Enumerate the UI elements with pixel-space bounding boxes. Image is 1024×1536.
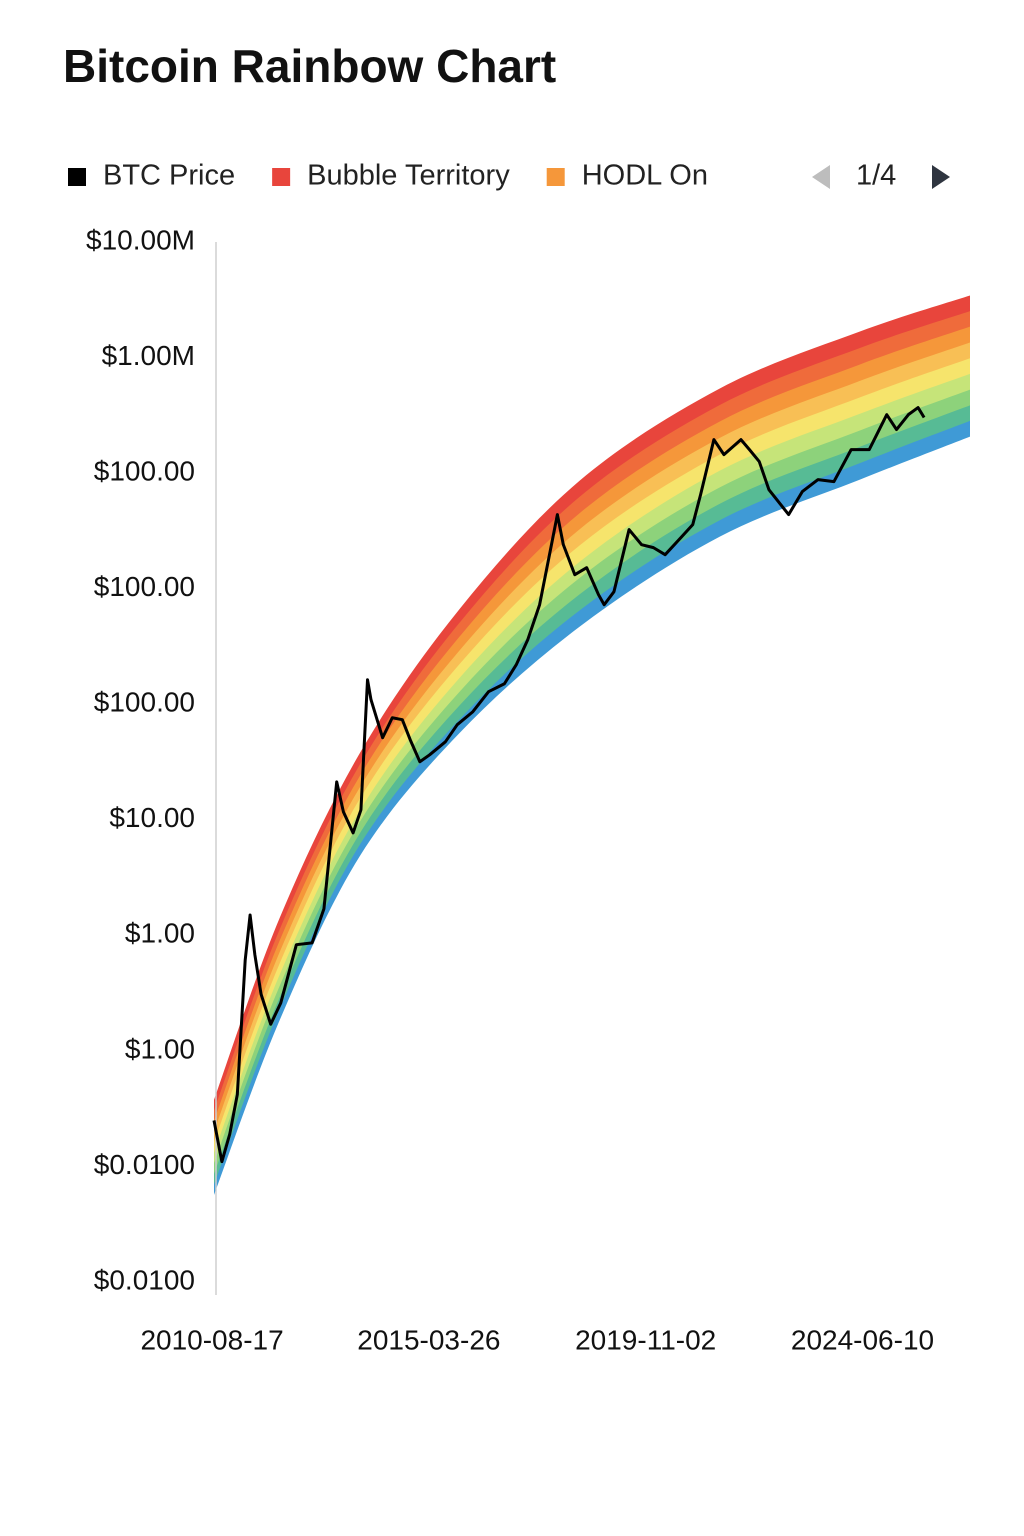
y-tick-label: $0.0100 — [94, 1149, 195, 1180]
y-tick-label: $100.00 — [94, 571, 195, 602]
y-tick-label: $0.0100 — [94, 1264, 195, 1295]
y-tick-label: $1.00 — [125, 1033, 195, 1064]
legend-label: HODL On — [582, 160, 708, 192]
x-tick-label: 2024-06-10 — [791, 1324, 934, 1355]
legend-swatch — [68, 168, 86, 186]
y-tick-label: $10.00M — [86, 224, 195, 255]
x-tick-label: 2015-03-26 — [357, 1324, 500, 1355]
price-line — [212, 406, 926, 1164]
legend-page: 1/4 — [856, 160, 896, 192]
y-tick-label: $100.00 — [94, 456, 195, 487]
y-tick-label: $1.00M — [102, 340, 195, 371]
legend-label: Bubble Territory — [307, 160, 510, 192]
y-tick-label: $100.00 — [94, 687, 195, 718]
y-tick-label: $10.00 — [109, 802, 195, 833]
rainbow-band — [214, 436, 970, 1302]
chart-title: Bitcoin Rainbow Chart — [63, 40, 556, 92]
x-tick-label: 2019-11-02 — [575, 1324, 716, 1355]
legend-swatch — [272, 168, 291, 186]
legend-prev[interactable] — [812, 165, 830, 189]
rainbow-bands — [214, 295, 970, 1303]
legend-next[interactable] — [932, 165, 950, 189]
legend-label: BTC Price — [103, 160, 235, 192]
legend-swatch — [546, 168, 565, 186]
y-tick-label: $1.00 — [125, 918, 195, 949]
x-tick-label: 2010-08-17 — [140, 1324, 283, 1355]
